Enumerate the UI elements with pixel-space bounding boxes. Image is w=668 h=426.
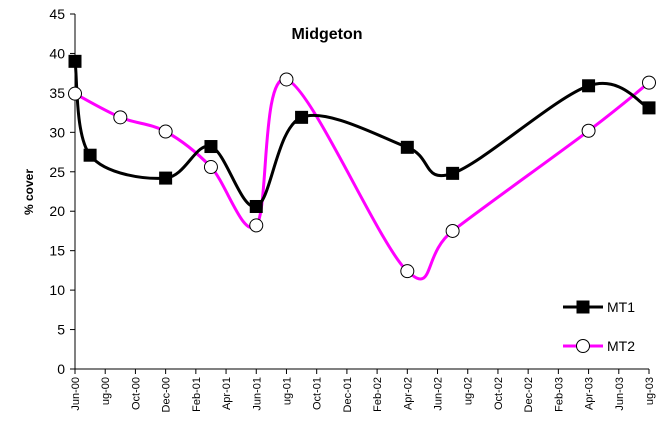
data-point-mt2 <box>113 110 128 125</box>
data-point-mt1 <box>159 171 173 185</box>
legend-marker-mt2 <box>576 339 590 353</box>
series-line-mt1 <box>73 59 651 209</box>
x-tick-label: Feb-02 <box>372 377 384 412</box>
data-point-mt2 <box>68 86 82 101</box>
data-point-mt1 <box>582 79 596 93</box>
axes <box>74 14 649 370</box>
legend-label-mt1: MT1 <box>607 299 635 315</box>
y-axis-label: % cover <box>22 169 36 215</box>
data-point-mt2 <box>445 223 460 238</box>
data-point-mt1 <box>446 166 460 180</box>
data-point-mt2 <box>400 264 415 279</box>
x-tick-label: ug-03 <box>644 377 656 405</box>
data-point-mt1 <box>295 110 309 124</box>
chart-title: Midgeton <box>291 26 362 43</box>
y-tick-label: 40 <box>49 45 65 61</box>
x-tick-label: Jun-03 <box>614 377 626 411</box>
x-tick-label: Oct-02 <box>493 377 505 410</box>
x-tick-label: Apr-02 <box>402 377 414 410</box>
x-tick-label: Feb-03 <box>553 377 565 412</box>
x-tick-label: Oct-00 <box>130 377 142 410</box>
data-point-mt1 <box>68 54 82 68</box>
data-point-mt2 <box>279 72 294 87</box>
x-tick-label: Apr-03 <box>584 377 596 410</box>
x-axis-ticks: Jun-00 ug-00 Oct-00 Dec-00 Feb-01 Apr-01 Jun-0… <box>70 369 656 412</box>
series-markers <box>68 54 656 279</box>
y-tick-label: 25 <box>49 164 65 180</box>
data-point-mt2 <box>581 123 596 138</box>
x-tick-label: Dec-02 <box>523 377 535 412</box>
x-tick-label: ug-00 <box>100 377 112 405</box>
x-tick-label: Oct-01 <box>312 377 324 410</box>
data-point-mt1 <box>400 140 414 154</box>
legend: MT1 MT2 <box>563 299 635 354</box>
data-point-mt1 <box>249 199 263 213</box>
y-tick-label: 35 <box>49 85 65 101</box>
y-tick-label: 10 <box>49 282 65 298</box>
y-tick-label: 15 <box>49 243 65 259</box>
x-tick-label: Dec-00 <box>161 377 173 412</box>
y-tick-label: 5 <box>57 322 65 338</box>
x-tick-label: Jun-00 <box>70 377 82 411</box>
data-point-mt1 <box>83 148 97 162</box>
data-point-mt1 <box>642 101 656 115</box>
data-point-mt2 <box>203 160 218 175</box>
x-tick-label: Apr-01 <box>221 377 233 410</box>
x-tick-label: Feb-01 <box>191 377 203 412</box>
y-tick-label: 45 <box>49 6 65 22</box>
legend-marker-mt1 <box>576 300 590 314</box>
x-tick-label: ug-01 <box>281 377 293 405</box>
x-tick-label: Jun-02 <box>433 377 445 411</box>
x-tick-label: Dec-01 <box>342 377 354 412</box>
y-tick-label: 0 <box>57 361 65 377</box>
x-tick-label: Jun-01 <box>251 377 263 411</box>
data-point-mt2 <box>642 75 656 90</box>
y-axis-ticks: 0 5 10 15 20 25 30 35 40 45 <box>49 6 75 377</box>
data-point-mt1 <box>204 140 218 154</box>
y-tick-label: 30 <box>49 124 65 140</box>
data-point-mt2 <box>158 124 173 139</box>
data-point-mt2 <box>249 218 264 233</box>
y-tick-label: 20 <box>49 203 65 219</box>
legend-label-mt2: MT2 <box>607 338 635 354</box>
x-tick-label: ug-02 <box>463 377 475 405</box>
series-lines <box>73 59 651 281</box>
